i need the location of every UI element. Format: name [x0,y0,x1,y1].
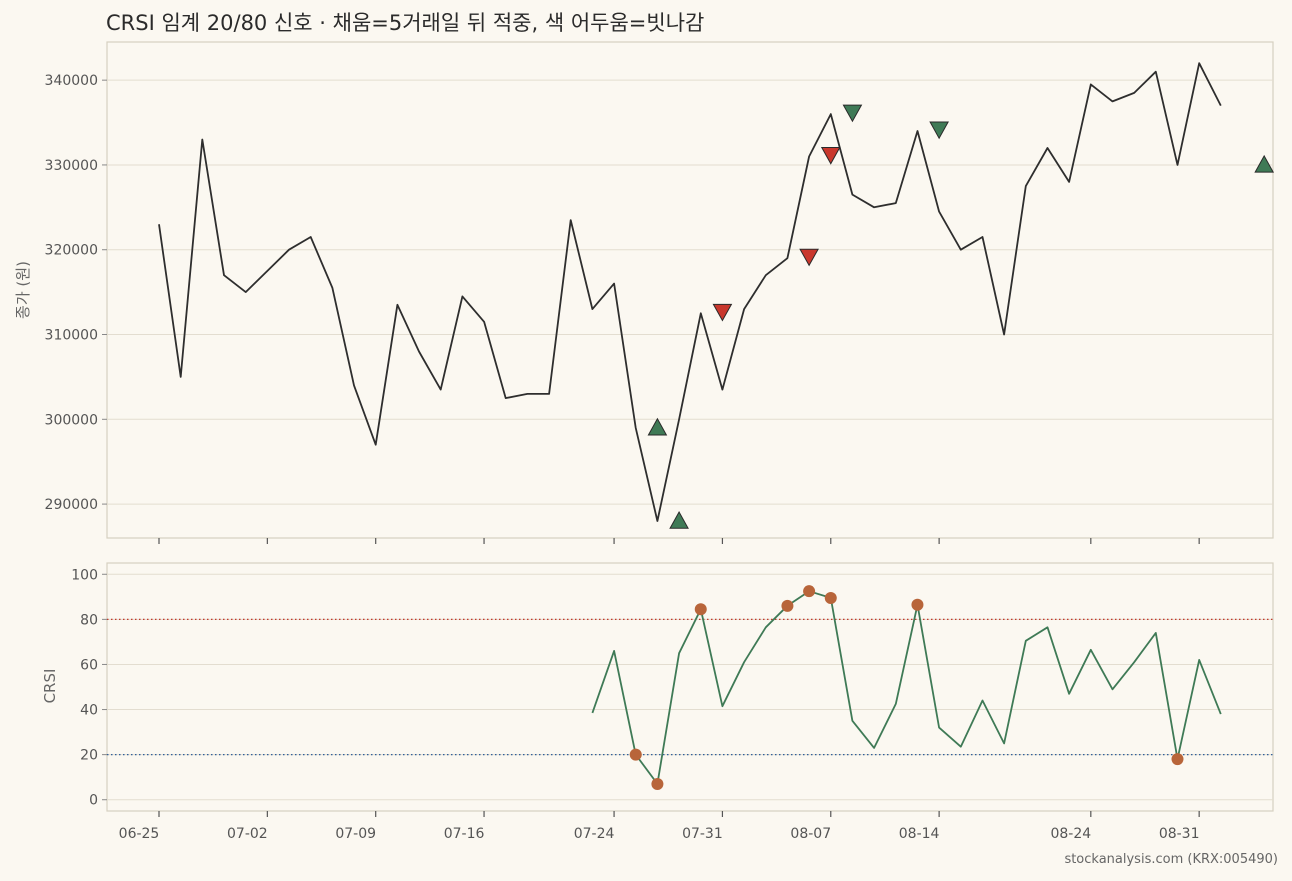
x-tick-label: 08-24 [1050,826,1091,842]
price-series [158,62,1222,522]
price-y-ticks: 290000 300000 310000 320000 330000 340000 [45,73,107,513]
crsi-panel: 0 20 40 60 80 100 06-25 07-02 07-09 07-16 07-24 07… [41,562,1274,842]
sell-signal-marker [799,248,819,267]
crsi-y-tick-label: 20 [80,748,98,764]
crsi-grid [107,573,1273,801]
price-y-tick-label: 290000 [45,497,98,513]
x-tick-label: 08-07 [790,826,831,842]
price-y-tick-label: 320000 [45,243,98,259]
source-credit: stockanalysis.com (KRX:005490) [1064,852,1278,867]
price-y-tick-label: 340000 [45,73,98,89]
x-tick-label: 07-16 [444,826,485,842]
crsi-signal-dot [781,599,794,612]
buy-hit-signal-marker [929,121,949,140]
crsi-y-tick-label: 100 [71,567,98,583]
crsi-y-axis-label: CRSI [41,669,59,704]
crsi-y-tick-label: 60 [80,657,98,673]
x-tick-label: 07-09 [335,826,376,842]
crsi-y-tick-label: 80 [80,612,98,628]
crsi-series [591,590,1222,785]
buy-signal-marker [1254,154,1275,173]
crsi-signal-dot [629,748,642,761]
x-tick-label: 06-25 [119,826,160,842]
buy-hit-signal-marker [842,104,863,123]
crsi-panel-frame [106,562,1274,812]
crsi-x-ticks: 06-25 07-02 07-09 07-16 07-24 07-31 08-07 08-14… [119,811,1200,842]
crsi-line [591,590,1222,785]
sell-signal-marker [712,303,733,322]
crsi-signal-dot [1171,753,1184,766]
crsi-y-tick-label: 40 [80,703,98,719]
x-tick-label: 08-14 [899,826,940,842]
price-y-axis-label: 종가 (원) [14,261,32,319]
x-tick-label: 07-31 [682,826,723,842]
price-panel: 290000 300000 310000 320000 330000 340000 종가 … [14,41,1275,544]
crsi-signal-dot [651,777,664,790]
chart-title: CRSI 임계 20/80 신호 · 채움=5거래일 뒤 적중, 색 어두움=빗… [106,11,704,35]
price-y-tick-label: 300000 [45,412,98,428]
price-y-tick-label: 310000 [45,328,98,344]
sell-signal-marker [820,146,841,165]
buy-signal-marker [669,511,689,529]
crsi-signal-dot [911,598,924,611]
x-tick-label: 07-02 [227,826,268,842]
crsi-signal-dots [629,585,1184,790]
price-panel-frame [106,41,1274,539]
crsi-signal-dot [694,603,707,616]
x-tick-label: 08-31 [1159,826,1200,842]
buy-signal-marker [647,417,668,436]
x-tick-label: 07-24 [574,826,615,842]
crsi-signal-dot [803,585,816,598]
signal-markers [647,104,1275,529]
price-line [158,62,1222,522]
crsi-y-tick-label: 0 [89,793,98,809]
crsi-signal-dot [824,591,837,604]
crsi-y-ticks: 0 20 40 60 80 100 [71,567,107,809]
price-x-tick-marks [158,538,1200,544]
price-grid [107,79,1273,505]
price-y-tick-label: 330000 [45,158,98,174]
